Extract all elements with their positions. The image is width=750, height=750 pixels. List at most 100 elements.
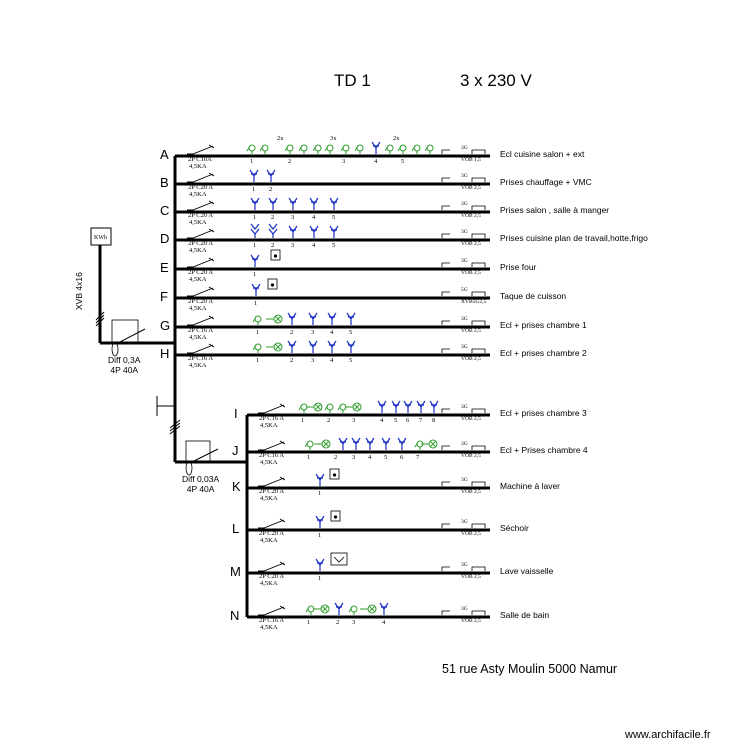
circuit-c: [175, 197, 490, 214]
point-number: 2: [290, 329, 294, 336]
point-number: 1: [318, 490, 322, 497]
point-number: 1: [254, 300, 258, 307]
cable-type: VOB 2,5: [461, 453, 481, 459]
breaker-ka: 4,5KA: [260, 624, 278, 631]
multiplier-label: 2x: [393, 135, 400, 142]
cable-marker-icon: [441, 523, 486, 528]
circuit-letter: D: [160, 231, 170, 246]
breaker-ka: 4,5KA: [260, 422, 278, 429]
breaker-ka: 4,5KA: [189, 191, 207, 198]
point-number: 4: [380, 417, 384, 424]
point-number: 5: [384, 454, 388, 461]
cable-marker-icon: [441, 177, 486, 182]
point-number: 5: [332, 242, 336, 249]
circuit-letter: E: [160, 260, 169, 275]
breaker-icon: [187, 343, 215, 354]
breaker-rating: 2P C20 A: [188, 269, 214, 276]
breaker-icon: [258, 440, 286, 451]
point-number: 5: [394, 417, 398, 424]
circuit-letter: G: [160, 318, 171, 333]
breaker-ka: 4,5KA: [189, 163, 207, 170]
breaker-icon: [187, 228, 215, 239]
breaker-icon: [187, 172, 215, 183]
cable-marker-icon: [441, 481, 486, 486]
breaker-icon: [258, 561, 286, 572]
cable-cores: 3G: [461, 404, 468, 410]
circuit-description: Prises chauffage + VMC: [500, 177, 592, 187]
point-number: 4: [382, 619, 386, 626]
cable-cores: 3G: [461, 316, 468, 322]
point-number: 1: [253, 242, 257, 249]
breaker-rating: 2P C10A: [188, 156, 212, 163]
breaker-rating: 2P C16 A: [259, 452, 285, 459]
cable-cores: 3G: [461, 258, 468, 264]
multiplier-label: 2x: [277, 135, 284, 142]
cable-type: VOB 2,5: [461, 356, 481, 362]
cable-marker-icon: [441, 233, 486, 238]
point-number: 1: [318, 575, 322, 582]
point-number: 5: [349, 329, 353, 336]
breaker-ka: 4,5KA: [189, 334, 207, 341]
circuit-letter: J: [232, 443, 239, 458]
breaker-ka: 4,5KA: [260, 580, 278, 587]
cable-cores: 3G: [461, 229, 468, 235]
breaker-ka: 4,5KA: [189, 305, 207, 312]
address-label: 51 rue Asty Moulin 5000 Namur: [442, 662, 618, 676]
circuit-letter: N: [230, 608, 240, 623]
point-number: 4: [374, 158, 378, 165]
point-number: 3: [311, 357, 315, 364]
circuit-description: Ecl + Prises chambre 4: [500, 445, 588, 455]
circuit-letter: I: [234, 406, 238, 421]
breaker-rating: 2P C16 A: [188, 327, 214, 334]
circuit-letter: K: [232, 479, 241, 494]
circuit-j: [247, 437, 490, 454]
breaker-rating: 2P C16 A: [259, 415, 285, 422]
point-number: 1: [318, 532, 322, 539]
breaker-icon: [187, 257, 215, 268]
breaker-icon: [258, 403, 286, 414]
page-title: TD 1: [334, 71, 371, 90]
breaker-ka: 4,5KA: [189, 276, 207, 283]
point-number: 4: [368, 454, 372, 461]
point-number: 3: [352, 454, 356, 461]
meter-label: KWh: [94, 235, 107, 241]
point-number: 6: [400, 454, 404, 461]
circuit-description: Ecl + prises chambre 2: [500, 348, 587, 358]
circuit-letter: A: [160, 147, 169, 162]
cable-cores: 3G: [461, 173, 468, 179]
circuit-letter: C: [160, 203, 170, 218]
point-number: 7: [416, 454, 420, 461]
cable-marker-icon: [441, 291, 486, 296]
cable-type: VOB 2,5: [461, 185, 481, 191]
point-number: 7: [419, 417, 423, 424]
breaker-icon: [187, 286, 215, 297]
breaker-icon: [258, 605, 286, 616]
point-number: 1: [301, 417, 305, 424]
cable-marker-icon: [441, 408, 486, 413]
cable-cores: 3G: [461, 344, 468, 350]
point-number: 3: [311, 329, 315, 336]
circuit-description: Machine à laver: [500, 481, 561, 491]
breaker-rating: 2P C20 A: [188, 212, 214, 219]
circuit-n: [247, 602, 490, 619]
point-number: 3: [291, 242, 295, 249]
point-number: 6: [406, 417, 410, 424]
cable-cores: 3G: [461, 477, 468, 483]
breaker-ka: 4,5KA: [260, 537, 278, 544]
breaker-rating: 2P C20 A: [259, 530, 285, 537]
circuit-description: Lave vaisselle: [500, 566, 554, 576]
cable-marker-icon: [441, 610, 486, 615]
circuit-e: [175, 249, 490, 271]
cable-cores: 3G: [461, 519, 468, 525]
breaker-rating: 2P C20 A: [188, 184, 214, 191]
cable-cores: 5G: [461, 287, 468, 293]
point-number: 4: [312, 214, 316, 221]
cable-type: VOB 2,5: [461, 328, 481, 334]
circuit-description: Prise four: [500, 262, 537, 272]
point-number: 2: [327, 417, 331, 424]
breaker-rating: 2P C16 A: [259, 617, 285, 624]
circuit-description: Ecl + prises chambre 1: [500, 320, 587, 330]
circuit-letter: H: [160, 346, 170, 361]
circuit-l: [247, 510, 490, 532]
